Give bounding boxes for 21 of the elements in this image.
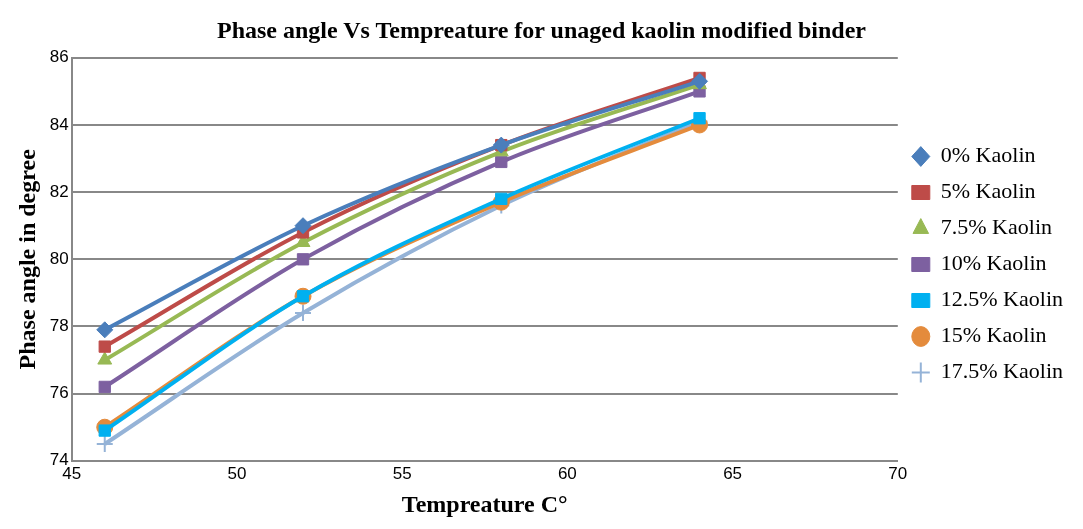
legend-label: 10% Kaolin [940, 250, 1047, 276]
y-tick-label: 84 [49, 114, 69, 134]
x-tick-label: 55 [392, 463, 412, 483]
x-tick-label: 50 [227, 463, 247, 483]
y-tick-label: 80 [49, 248, 69, 268]
x-tick-label: 60 [557, 463, 577, 483]
chart-title: Phase angle Vs Tempreature for unaged kaolin modified binder [217, 16, 867, 43]
y-axis-title: Phase angle in degree [13, 148, 40, 370]
legend-label: 12.5% Kaolin [940, 286, 1063, 312]
legend-label: 7.5% Kaolin [940, 214, 1052, 240]
y-tick-label: 86 [49, 47, 69, 67]
x-axis-title: Tempreature C° [401, 490, 568, 517]
y-tick-label: 76 [49, 383, 69, 403]
legend-label: 0% Kaolin [940, 142, 1036, 168]
y-tick-label: 78 [49, 316, 69, 336]
x-tick-label: 65 [723, 463, 743, 483]
legend-label: 5% Kaolin [940, 178, 1036, 204]
legend-label: 15% Kaolin [940, 322, 1047, 348]
legend-label: 17.5% Kaolin [940, 358, 1063, 384]
y-tick-label: 82 [49, 181, 69, 201]
x-tick-label: 70 [888, 463, 908, 483]
